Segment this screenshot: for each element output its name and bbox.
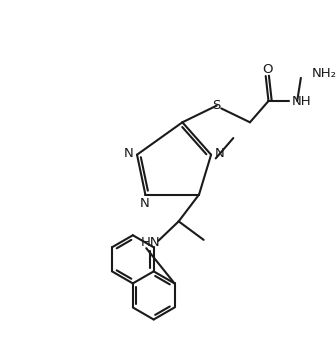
Text: S: S (212, 99, 221, 112)
Text: HN: HN (141, 236, 161, 249)
Text: O: O (262, 63, 273, 76)
Text: N: N (215, 147, 224, 160)
Text: NH₂: NH₂ (312, 67, 336, 80)
Text: N: N (124, 147, 134, 160)
Text: NH: NH (292, 95, 311, 108)
Text: N: N (139, 197, 149, 210)
